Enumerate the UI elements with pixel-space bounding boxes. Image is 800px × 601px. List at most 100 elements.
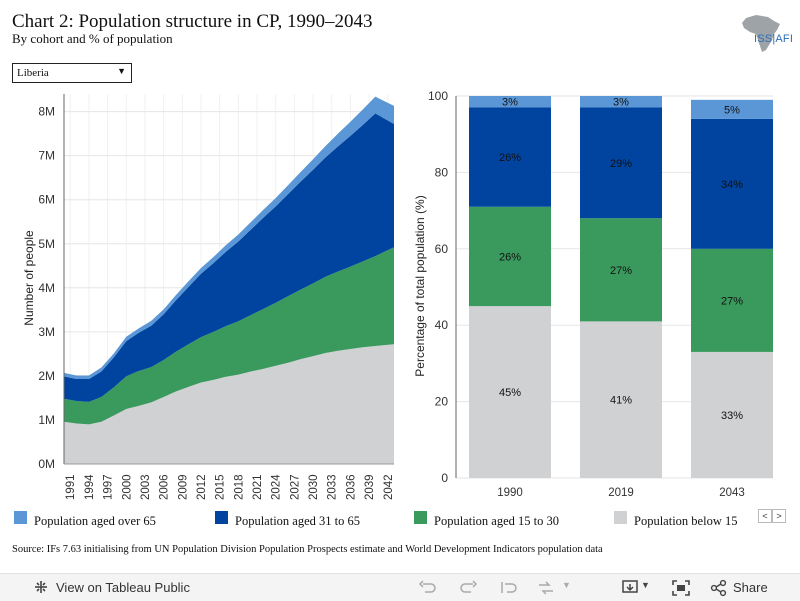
x-tick-label: 2042 [383,474,395,500]
y-tick-label: 2M [38,369,55,383]
legend-prev-button[interactable]: < [758,509,772,523]
legend-swatch-over65 [14,511,27,524]
bar-segment-age15to30[interactable] [469,206,551,307]
legend-label: Population aged 31 to 65 [235,514,360,528]
x-tick-label: 2003 [140,474,152,500]
y-tick-label: 60 [435,242,449,256]
area-series-age15to30 [64,247,394,425]
data-label: 34% [721,179,743,191]
data-label: 27% [721,295,743,307]
tableau-toolbar: View on Tableau Public ▼ ▼ Share [0,573,800,601]
y-tick-label: 40 [435,318,449,332]
data-label: 29% [610,158,632,170]
y-tick-label: 1M [38,413,55,427]
bar-segment-over65[interactable] [469,96,551,108]
y-tick-label: 100 [428,89,448,103]
y-tick-label: 7M [38,149,55,163]
x-tick-label: 2024 [271,474,283,500]
area-chart: 0M 1M 2M 3M 4M 5M 6M 7M 8M 1991 1994 1997 2000 2003 20… [22,94,395,500]
chevron-right-icon: > [776,511,782,521]
bar-segment-age31to65[interactable] [469,107,551,207]
bar-segment-age15to30[interactable] [691,248,773,352]
area-series-age31to65 [64,113,394,402]
legend-label: Population aged over 65 [34,514,156,528]
area-series-over65 [64,96,394,379]
chevron-down-icon: ▼ [117,66,126,76]
source-note: Source: IFs 7.63 initialising from UN Po… [12,544,603,555]
x-tick-label: 2019 [608,487,634,499]
legend-swatch-15to30 [414,511,427,524]
share-button[interactable]: Share [733,580,768,595]
bar-segment-age31to65[interactable] [691,118,773,249]
data-label: 3% [502,97,518,109]
download-icon[interactable] [620,578,642,598]
data-label: 5% [724,104,740,116]
x-tick-label: 2030 [308,474,320,500]
fullscreen-icon[interactable] [670,578,692,598]
data-label: 26% [499,251,521,263]
legend-label: Population aged 15 to 30 [434,514,559,528]
data-label: 45% [499,387,521,399]
bar-segment-below15[interactable] [469,306,551,478]
refresh-icon[interactable] [535,578,557,598]
y-axis-label: Number of people [22,230,36,326]
revert-icon[interactable] [497,578,519,598]
area-series-below15 [64,344,394,464]
x-tick-label: 2033 [327,474,339,500]
bar-segment-below15[interactable] [691,351,773,478]
x-tick-label: 2015 [215,474,227,500]
legend-next-button[interactable]: > [772,509,786,523]
x-tick-label: 1997 [103,474,115,500]
bar-segment-age31to65[interactable] [580,107,662,219]
view-on-tableau-label: View on Tableau Public [56,580,190,595]
x-tick-label: 2027 [289,474,301,500]
y-axis-label: Percentage of total population (%) [413,195,427,376]
y-tick-label: 0M [38,457,55,471]
x-tick-label: 2021 [252,474,264,500]
page-title: Chart 2: Population structure in CP, 199… [12,11,373,32]
download-dropdown-icon[interactable]: ▼ [641,580,650,590]
y-tick-label: 3M [38,325,55,339]
x-tick-label: 2036 [345,474,357,500]
x-tick-label: 2043 [719,487,745,499]
tableau-icon [35,581,47,593]
x-tick-label: 1990 [497,487,523,499]
iss-africa-logo [742,15,780,52]
bar-segment-age15to30[interactable] [580,218,662,322]
x-tick-label: 2012 [196,474,208,500]
share-icon[interactable] [708,578,730,598]
country-select-value: Liberia [17,67,49,79]
y-tick-label: 0 [441,471,448,485]
data-label: 3% [613,97,629,109]
y-tick-label: 4M [38,281,55,295]
page-subtitle: By cohort and % of population [12,31,173,46]
x-tick-label: 2000 [121,474,133,500]
x-tick-label: 2006 [159,474,171,500]
data-label: 26% [499,152,521,164]
y-tick-label: 20 [435,395,449,409]
bar-segment-over65[interactable] [691,99,773,119]
y-tick-label: 8M [38,105,55,119]
legend-swatch-below15 [614,511,627,524]
y-tick-label: 6M [38,193,55,207]
x-tick-label: 2009 [177,474,189,500]
redo-icon[interactable] [457,578,479,598]
data-label: 33% [721,410,743,422]
y-tick-label: 80 [435,165,449,179]
data-label: 27% [610,265,632,277]
bar-chart: 0 20 40 60 80 100 45% 26% 26% 3% 1990 41% 27% 29% 3% 20… [413,89,773,499]
bar-segment-below15[interactable] [580,321,662,478]
bar-segment-over65[interactable] [580,96,662,108]
legend-swatch-31to65 [215,511,228,524]
data-label: 41% [610,395,632,407]
refresh-dropdown-icon[interactable]: ▼ [562,580,571,590]
y-tick-label: 5M [38,237,55,251]
legend-label: Population below 15 [634,514,738,528]
x-tick-label: 2039 [364,474,376,500]
undo-icon[interactable] [417,578,439,598]
country-select[interactable]: Liberia ▼ [12,63,132,83]
x-tick-label: 1991 [65,474,77,500]
chevron-left-icon: < [762,511,768,521]
x-tick-label: 2018 [233,474,245,500]
logo-text: ISS|AFI [754,33,794,45]
